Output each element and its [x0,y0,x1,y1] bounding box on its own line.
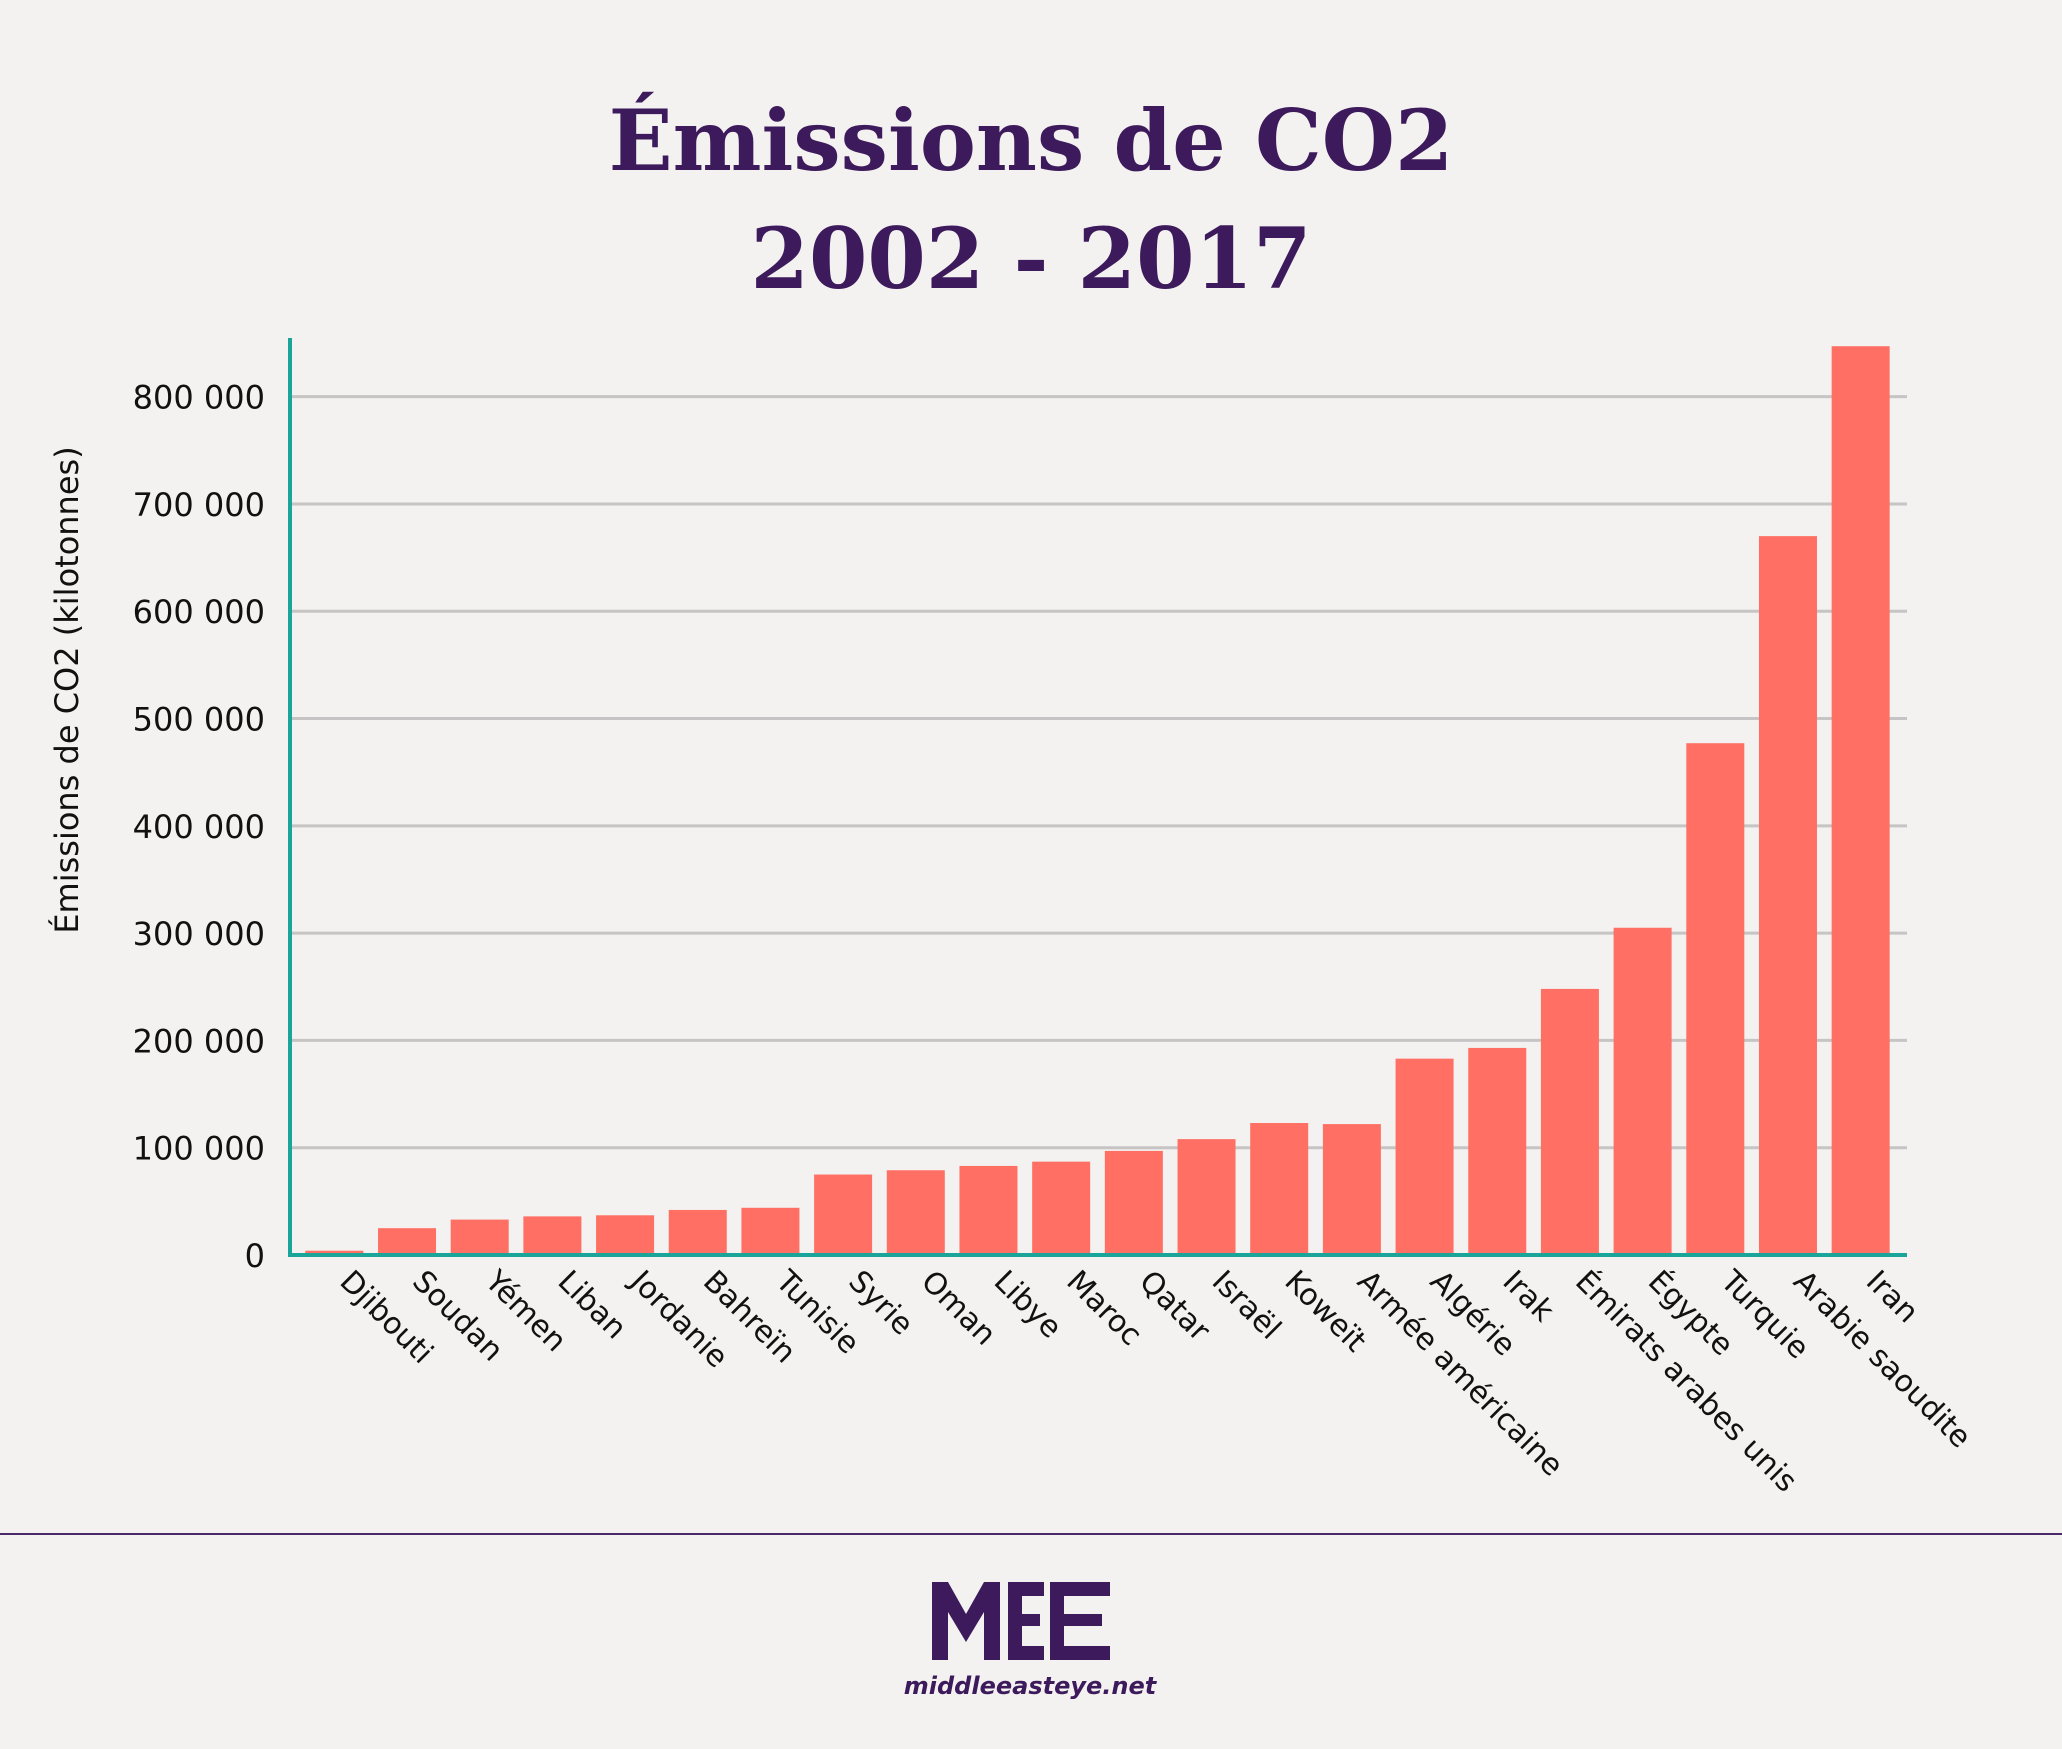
y-tick-label: 400 000 [133,808,265,846]
y-axis-label: Émissions de CO2 (kilotonnes) [48,446,86,933]
bar [1322,1124,1381,1255]
bar [1250,1123,1309,1255]
axes [288,338,1907,1257]
bar [1032,1161,1091,1255]
bar [668,1209,727,1255]
bar [1540,988,1599,1255]
grid-lines [290,395,1907,1150]
x-tick-label: Oman [914,1264,1003,1353]
bar [1686,743,1745,1255]
chart-title: Émissions de CO2 2002 - 2017 [0,82,2062,318]
bar [1104,1150,1163,1255]
site-url: middleeasteye.net [903,1672,1157,1700]
bar [378,1228,437,1255]
bar [450,1219,509,1255]
y-tick-label: 800 000 [133,379,265,417]
bar [1758,536,1817,1255]
bars [305,346,1890,1255]
bar [1831,346,1890,1255]
x-tick-label: Irak [1496,1264,1561,1329]
bar [1395,1058,1454,1255]
y-tick-label: 300 000 [133,915,265,953]
x-tick-label: Libye [987,1264,1069,1346]
mee-logo [932,1582,1110,1660]
y-tick-label: 100 000 [133,1130,265,1168]
x-tick-labels: DjiboutiSoudanYémenLibanJordanieBahreïnT… [333,1262,1978,1499]
y-tick-label: 500 000 [133,701,265,739]
bar-chart: 0 100 000 200 000 300 000 400 000 500 000 600 … [48,338,1978,1499]
y-tick-label: 0 [245,1237,265,1275]
bar [1468,1047,1527,1255]
bar [1177,1139,1236,1255]
bar [959,1165,1018,1255]
bar [596,1215,655,1255]
y-tick-labels: 0 100 000 200 000 300 000 400 000 500 000 600 … [133,379,265,1275]
bar [741,1207,800,1255]
y-tick-label: 200 000 [133,1022,265,1060]
bar [1613,927,1672,1255]
bar [886,1170,945,1255]
chart-title-line1: Émissions de CO2 [608,91,1454,190]
x-tick-label: Maroc [1060,1264,1149,1353]
footer-divider [0,1533,2062,1535]
x-tick-label: Iran [1859,1264,1925,1330]
x-tick-label: Qatar [1132,1264,1217,1349]
x-tick-label: Koweït [1278,1264,1373,1359]
bar [305,1250,364,1255]
y-tick-label: 600 000 [133,593,265,631]
x-tick-label: Israël [1205,1264,1288,1347]
y-tick-label: 700 000 [133,486,265,524]
chart-title-line2: 2002 - 2017 [750,209,1312,308]
bar [814,1174,873,1255]
bar [523,1216,582,1255]
